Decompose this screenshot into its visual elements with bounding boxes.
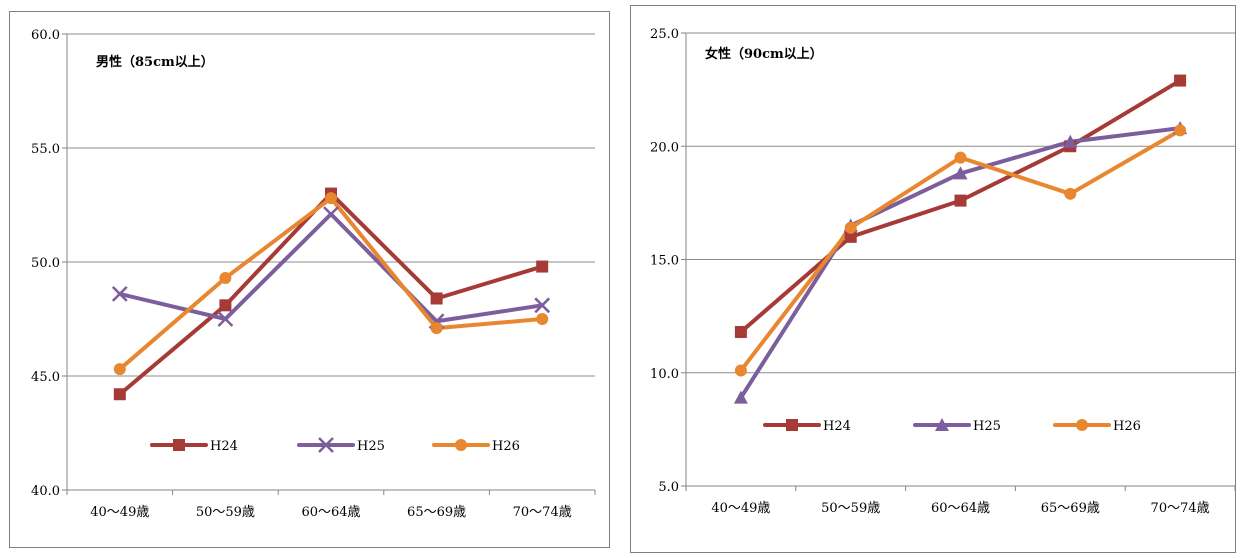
male-point-H25-2 <box>323 206 339 223</box>
female-y-tick-label-1: 10.0 <box>650 367 679 382</box>
male-x-tick-label-2: 60～64歳 <box>301 505 360 520</box>
male-point-H24-3 <box>430 292 443 305</box>
male-legend-marker-H24 <box>173 439 185 451</box>
female-x-tick-label-2: 60～64歳 <box>931 501 990 516</box>
male-legend-label-H24: H24 <box>210 439 238 454</box>
male-x-tick-label-4: 70～74歳 <box>513 505 572 520</box>
male-legend-label-H26: H26 <box>492 439 520 454</box>
male-point-H24-4 <box>536 260 549 273</box>
female-legend-marker-H25 <box>935 418 949 431</box>
chart-panel-male: 40.0 45.0 50.0 55.0 60.0 40～49歳 50～59歳 60～64歳 65… <box>9 11 610 548</box>
male-point-H25-1-stroke-b <box>217 311 234 327</box>
female-legend-marker-H24 <box>786 419 798 431</box>
female-point-H25-0 <box>733 390 748 404</box>
male-point-H25-0-stroke-b <box>111 286 128 302</box>
female-y-tick-label-0: 5.0 <box>658 480 679 495</box>
female-chart: 5.0 10.0 15.0 20.0 25.0 40～49歳 50～59歳 60～64歳 65～… <box>650 27 1236 516</box>
male-point-H26-2 <box>325 192 337 205</box>
male-series-line-H24 <box>117 191 545 397</box>
female-y-tick-label-3: 20.0 <box>650 140 679 155</box>
female-chart-title: 女性（90cm以上） <box>705 46 823 62</box>
male-legend-marker-H26 <box>455 439 467 451</box>
female-y-tick-label-4: 25.0 <box>650 27 679 42</box>
female-x-tick-label-0: 40～49歳 <box>711 501 770 516</box>
male-y-tick-label-0: 40.0 <box>31 484 60 499</box>
female-point-H25-2 <box>953 166 968 180</box>
male-point-H26-4 <box>536 313 549 325</box>
female-legend-marker-H26 <box>1076 419 1088 431</box>
male-legend-marker-H25 <box>318 437 334 453</box>
male-x-tick-label-1: 50～59歳 <box>196 505 255 520</box>
female-y-tick-label-2: 15.0 <box>650 254 679 269</box>
male-point-H24-1 <box>219 299 232 312</box>
male-point-H25-4 <box>534 297 551 314</box>
female-legend-label-H25: H25 <box>973 419 1001 434</box>
female-series-line-H26 <box>738 128 1183 373</box>
female-point-H25-3 <box>1063 134 1078 148</box>
male-point-H25-2-stroke-b <box>323 206 339 223</box>
male-y-tick-label-4: 60.0 <box>31 28 60 43</box>
male-x-tick-label-0: 40～49歳 <box>90 505 149 520</box>
female-point-H26-4 <box>1174 124 1187 137</box>
male-point-H26-0 <box>113 363 126 376</box>
male-series-line-H25 <box>117 212 545 324</box>
female-point-H24-4 <box>1174 74 1187 87</box>
male-y-tick-label-2: 50.0 <box>31 256 60 271</box>
female-point-H26-0 <box>734 364 747 377</box>
female-point-H26-1 <box>844 221 857 234</box>
male-chart: 40.0 45.0 50.0 55.0 60.0 40～49歳 50～59歳 60～64歳 65… <box>31 28 596 520</box>
male-legend-label-H25: H25 <box>357 439 385 454</box>
male-point-H24-0 <box>113 388 126 401</box>
female-legend-label-H24: H24 <box>823 419 851 434</box>
female-x-tick-label-3: 65～69歳 <box>1041 501 1100 516</box>
female-x-tick-label-1: 50～59歳 <box>821 501 880 516</box>
male-x-tick-label-3: 65～69歳 <box>407 505 466 520</box>
male-point-H26-3 <box>430 322 443 335</box>
male-y-tick-label-3: 55.0 <box>31 142 60 157</box>
female-point-H26-3 <box>1064 187 1077 200</box>
male-y-tick-label-1: 45.0 <box>31 370 60 385</box>
male-legend-marker-H25-stroke-b <box>318 437 334 453</box>
female-point-H24-1 <box>844 230 857 243</box>
male-point-H25-0 <box>111 286 128 302</box>
female-point-H24-2 <box>954 194 967 207</box>
male-chart-title: 男性（85cm以上） <box>96 54 214 70</box>
male-point-H26-1 <box>219 271 232 284</box>
chart-panel-female: 5.0 10.0 15.0 20.0 25.0 40～49歳 50～59歳 60～64歳 65～… <box>630 5 1236 553</box>
female-legend-label-H26: H26 <box>1113 419 1141 434</box>
female-x-tick-label-4: 70～74歳 <box>1151 501 1210 516</box>
male-point-H25-1 <box>217 311 234 327</box>
male-point-H25-4-stroke-b <box>534 297 551 314</box>
female-point-H26-2 <box>954 151 967 164</box>
female-point-H24-0 <box>734 325 747 338</box>
